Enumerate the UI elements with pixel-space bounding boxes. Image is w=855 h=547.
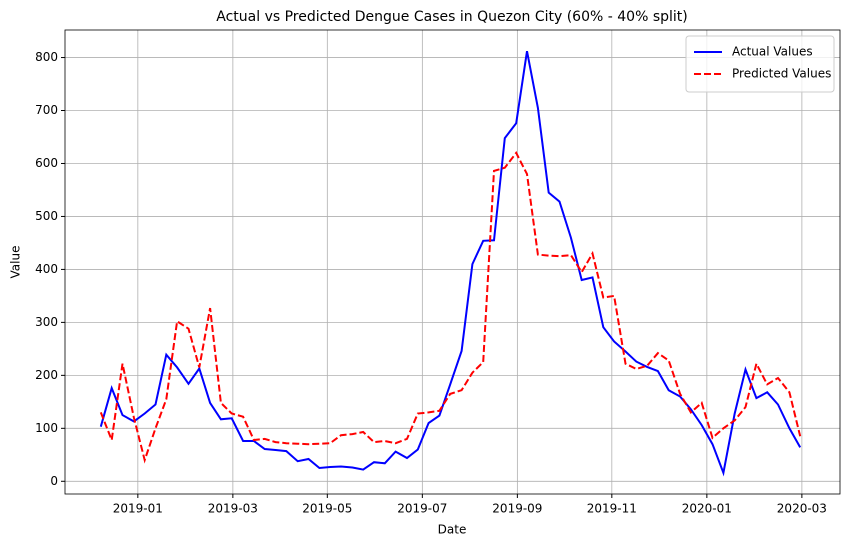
plot-frame [64,29,841,495]
y-axis-label: Value [9,246,23,279]
x-tick-label: 2019-05 [302,502,352,516]
x-tick-label: 2019-01 [113,502,163,516]
x-tick-label: 2019-03 [208,502,258,516]
x-tick-label: 2019-09 [492,502,542,516]
x-tick-label: 2019-11 [587,502,637,516]
y-tick-label: 300 [35,315,58,329]
y-tick-label: 700 [35,103,58,117]
x-tick-label: 2020-03 [777,502,827,516]
legend-box [685,35,835,93]
chart-title: Actual vs Predicted Dengue Cases in Quez… [216,9,687,25]
y-tick-label: 0 [50,474,58,488]
legend-label: Predicted Values [732,67,831,81]
y-tick-label: 500 [35,209,58,223]
x-axis-label: Date [438,523,467,537]
y-tick-label: 600 [35,156,58,170]
y-tick-label: 200 [35,368,58,382]
legend-label: Actual Values [732,45,813,59]
y-tick-label: 400 [35,262,58,276]
x-tick-label: 2019-07 [397,502,447,516]
y-tick-label: 100 [35,421,58,435]
data-line [99,151,802,464]
y-tick-label: 800 [35,50,58,64]
x-tick-label: 2020-01 [682,502,732,516]
